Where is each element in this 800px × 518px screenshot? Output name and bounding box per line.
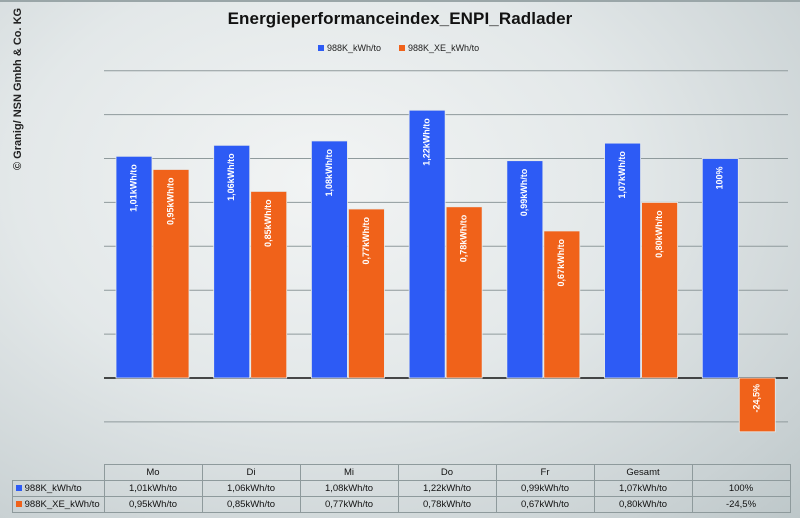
data-label: 1,06kWh/to bbox=[226, 153, 236, 201]
data-label: 0,80kWh/to bbox=[654, 210, 664, 258]
data-table-row: 988K_XE_kWh/to 0,95kWh/to 0,85kWh/to 0,7… bbox=[12, 496, 791, 513]
data-table-cell: 1,22kWh/to bbox=[397, 480, 497, 497]
data-table-cell: 1,08kWh/to bbox=[299, 480, 399, 497]
legend-item-series2: 988K_XE_kWh/to bbox=[399, 43, 479, 53]
data-label: 1,07kWh/to bbox=[617, 151, 627, 199]
legend: 988K_kWh/to 988K_XE_kWh/to bbox=[318, 43, 479, 53]
data-table-cell: 100% bbox=[691, 480, 791, 497]
data-table-cell: -24,5% bbox=[691, 496, 791, 513]
data-label: 0,78kWh/to bbox=[459, 214, 469, 262]
data-label: 0,85kWh/to bbox=[263, 199, 273, 247]
bar-series1 bbox=[311, 140, 348, 379]
data-table-cell: 0,85kWh/to bbox=[201, 496, 301, 513]
data-table-cell: 0,80kWh/to bbox=[593, 496, 693, 513]
row-label-text: 988K_kWh/to bbox=[24, 483, 82, 494]
data-table-cell: 0,67kWh/to bbox=[495, 496, 595, 513]
bar-series1 bbox=[604, 142, 641, 379]
data-label: 100% bbox=[715, 167, 725, 190]
data-table-header: Fr bbox=[495, 464, 595, 481]
data-label: 0,99kWh/to bbox=[519, 168, 529, 216]
data-table-cell: 0,99kWh/to bbox=[495, 480, 595, 497]
data-table-row-label: 988K_XE_kWh/to bbox=[12, 496, 105, 513]
legend-label-series1: 988K_kWh/to bbox=[327, 43, 382, 53]
data-table-header: Do bbox=[397, 464, 497, 481]
data-label: 1,22kWh/to bbox=[422, 118, 432, 166]
data-table-cell: 0,95kWh/to bbox=[103, 496, 203, 513]
bar-series1 bbox=[701, 158, 739, 379]
legend-swatch-series2 bbox=[399, 45, 406, 51]
legend-item-series1: 988K_kWh/to bbox=[318, 43, 381, 53]
data-table-header-row: Mo Di Mi Do Fr Gesamt bbox=[13, 464, 791, 481]
data-table-header: Di bbox=[201, 464, 301, 481]
bar-series1 bbox=[115, 155, 153, 379]
data-label: 1,01kWh/to bbox=[128, 164, 138, 212]
data-table-cell: 1,01kWh/to bbox=[103, 480, 203, 497]
bar-series2 bbox=[641, 201, 678, 379]
chart-title: Energieperformanceindex_ENPI_Radlader bbox=[227, 9, 573, 28]
row-label-text: 988K_XE_kWh/to bbox=[24, 499, 100, 510]
top-border bbox=[0, 0, 800, 2]
data-table-row-label: 988K_kWh/to bbox=[12, 480, 105, 497]
data-table-header: Mo bbox=[103, 464, 203, 481]
data-label: 1,08kWh/to bbox=[324, 148, 334, 196]
legend-label-series2: 988K_XE_kWh/to bbox=[408, 43, 480, 53]
data-table-header: Gesamt bbox=[593, 464, 693, 481]
bar-series2 bbox=[445, 206, 483, 379]
bar-series2 bbox=[152, 169, 190, 379]
data-table-header: Mi bbox=[299, 464, 399, 481]
bar-series2 bbox=[250, 191, 288, 379]
data-table-corner bbox=[13, 465, 105, 481]
data-label: -24,5% bbox=[752, 384, 762, 413]
data-label: 0,95kWh/to bbox=[165, 177, 175, 225]
bar-series1 bbox=[213, 144, 251, 379]
row-swatch-series2 bbox=[16, 501, 22, 507]
data-table-header bbox=[691, 464, 791, 481]
bar-series1 bbox=[408, 109, 446, 379]
legend-swatch-series1 bbox=[318, 45, 324, 51]
data-label: 0,77kWh/to bbox=[361, 216, 371, 264]
data-table: Mo Di Mi Do Fr Gesamt 988K_kWh/to 1,01kW… bbox=[12, 464, 791, 513]
bar-series2 bbox=[348, 208, 385, 379]
data-table-row: 988K_kWh/to 1,01kWh/to 1,06kWh/to 1,08kW… bbox=[12, 480, 791, 497]
bar-series2 bbox=[738, 377, 776, 433]
data-table-cell: 0,78kWh/to bbox=[397, 496, 497, 513]
data-label: 0,67kWh/to bbox=[556, 238, 566, 286]
data-table-cell: 1,07kWh/to bbox=[593, 480, 693, 497]
chart-plot-area: 1,01kWh/to 1,06kWh/to 1,08kWh/to 1,22kWh/to… bbox=[104, 70, 788, 433]
data-table-cell: 1,06kWh/to bbox=[201, 480, 301, 497]
data-table-cell: 0,77kWh/to bbox=[299, 496, 399, 513]
bar-series2 bbox=[543, 230, 581, 379]
bar-series1 bbox=[506, 160, 544, 379]
row-swatch-series1 bbox=[16, 485, 22, 491]
